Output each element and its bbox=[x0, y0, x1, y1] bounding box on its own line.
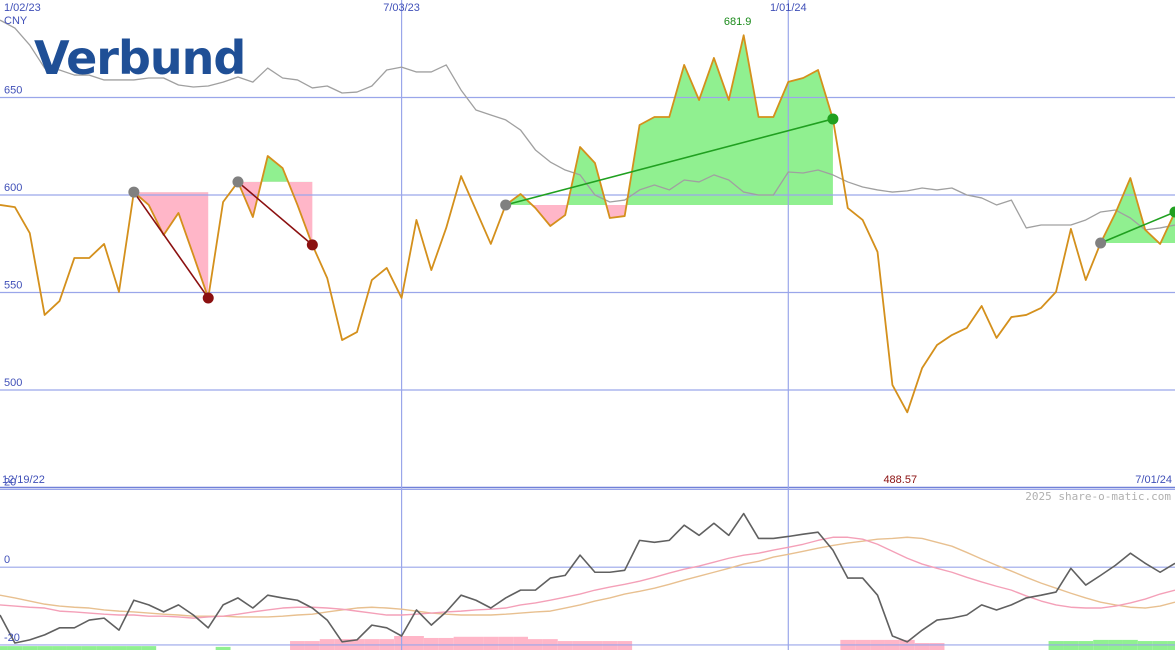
histogram-bar bbox=[126, 646, 142, 650]
histogram-bar bbox=[498, 636, 514, 650]
signal-line bbox=[1100, 211, 1175, 244]
histogram-bar bbox=[438, 637, 454, 650]
histogram-bar bbox=[914, 643, 930, 650]
signal-fill-down bbox=[133, 192, 209, 298]
histogram-bar bbox=[929, 643, 945, 650]
histogram-bar bbox=[37, 646, 53, 650]
x-tick-label: 7/03/23 bbox=[383, 2, 420, 14]
currency-label: CNY bbox=[4, 15, 28, 27]
histogram-bar bbox=[423, 637, 439, 650]
histogram-bar bbox=[81, 646, 97, 650]
markers bbox=[128, 113, 1175, 304]
range-end-label: 7/01/24 bbox=[1135, 474, 1172, 486]
signal-fill-up bbox=[1100, 178, 1175, 243]
series-line bbox=[0, 512, 1175, 644]
series-line bbox=[0, 19, 1175, 231]
histogram-bar bbox=[141, 646, 157, 650]
histogram-bar bbox=[7, 646, 23, 650]
signal-start bbox=[1095, 237, 1107, 249]
histogram-bar bbox=[215, 646, 231, 650]
signal-line bbox=[505, 118, 834, 206]
chart-title: Verbund bbox=[34, 31, 245, 85]
signal-start bbox=[500, 199, 512, 211]
signal-fill-down bbox=[505, 204, 833, 227]
signal-end bbox=[1169, 206, 1175, 218]
signal-end bbox=[827, 113, 839, 125]
histogram-bar bbox=[513, 636, 529, 650]
histogram-bar bbox=[111, 646, 127, 650]
low-label: 488.57 bbox=[883, 474, 917, 486]
x-tick-label: 1/01/24 bbox=[770, 2, 807, 14]
lines bbox=[0, 19, 1175, 644]
histogram-bar bbox=[66, 646, 82, 650]
x-tick-label: 1/02/23 bbox=[4, 2, 41, 14]
signal-line bbox=[237, 181, 313, 246]
y-tick-label: 550 bbox=[4, 280, 22, 292]
histogram-bar bbox=[409, 636, 424, 650]
series-line bbox=[0, 34, 1175, 414]
range-start-label: 12/19/22 bbox=[2, 474, 45, 486]
y-tick-label: 20 bbox=[4, 476, 16, 488]
histogram-bar bbox=[453, 636, 469, 650]
histogram-bar bbox=[468, 636, 484, 650]
y-tick-label: 0 bbox=[4, 554, 10, 566]
signal-end bbox=[306, 239, 318, 251]
signal-fill-up bbox=[237, 156, 313, 182]
y-tick-label: 500 bbox=[4, 377, 22, 389]
y-tick-label: 650 bbox=[4, 85, 22, 97]
histogram-bar bbox=[52, 646, 67, 650]
histogram-bar bbox=[483, 636, 499, 650]
histogram-bar bbox=[0, 646, 8, 650]
high-label: 681.9 bbox=[724, 16, 752, 28]
signal-end bbox=[202, 292, 214, 304]
credit: 2025 share-o-matic.com bbox=[1025, 490, 1171, 503]
y-tick-label: 600 bbox=[4, 182, 22, 194]
signal-line bbox=[133, 191, 209, 299]
y-tick-label: -20 bbox=[4, 632, 20, 644]
histogram-bar bbox=[22, 646, 38, 650]
signal-start bbox=[232, 176, 244, 188]
signal-start bbox=[128, 186, 140, 198]
histogram-bar bbox=[96, 646, 112, 650]
